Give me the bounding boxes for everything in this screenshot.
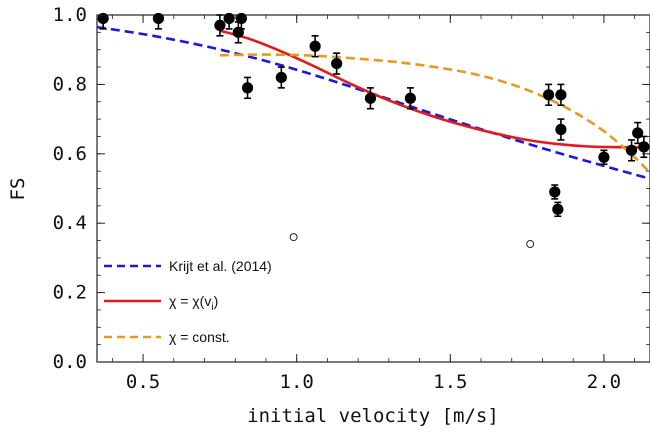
legend-label-chi-vi: χ = χ(vi) [169,293,218,313]
data-point [97,12,109,25]
data-point [241,82,254,94]
data-point [364,92,377,104]
data-point [223,12,235,25]
legend: Krijt et al. (2014) χ = χ(vi) χ = const. [104,258,272,345]
data-point [555,123,567,136]
data-point [555,89,567,101]
y-axis-title: FS [7,178,29,201]
data-point [552,203,564,215]
x-axis-ticks: 0.5 1.0 1.5 2.0 [111,15,636,393]
x-tick-label: 1.0 [280,371,314,393]
legend-label-chi-const: χ = const. [169,329,230,345]
points-layer [97,12,650,249]
data-point [152,12,165,25]
data-point [214,19,226,32]
y-tick-label: 0.2 [53,282,87,304]
x-tick-label: 2.0 [587,371,621,393]
open-point [289,233,298,242]
data-point [625,144,638,156]
data-point [638,141,650,153]
x-axis-title: initial velocity [m/s] [247,405,499,427]
y-tick-label: 0.6 [53,143,87,165]
data-point [598,151,610,163]
data-point [235,12,247,25]
data-point [275,71,287,84]
series-line-1 [219,29,650,149]
data-point [404,92,416,104]
series-line-2 [219,53,650,174]
y-axis-ticks: 0.0 0.2 0.4 0.6 0.8 1.0 [53,4,650,373]
data-point [309,40,321,52]
x-tick-label: 1.5 [433,371,467,393]
legend-label-krijt: Krijt et al. (2014) [169,258,272,274]
open-point [526,240,535,249]
plot-frame [96,14,650,363]
y-tick-label: 0.8 [53,73,87,95]
data-point [549,186,561,198]
x-tick-label: 0.5 [126,371,160,393]
data-point [543,89,555,101]
y-tick-label: 0.4 [53,212,87,234]
y-tick-label: 1.0 [53,4,87,26]
y-tick-label: 0.0 [53,351,87,373]
data-point [331,57,343,70]
